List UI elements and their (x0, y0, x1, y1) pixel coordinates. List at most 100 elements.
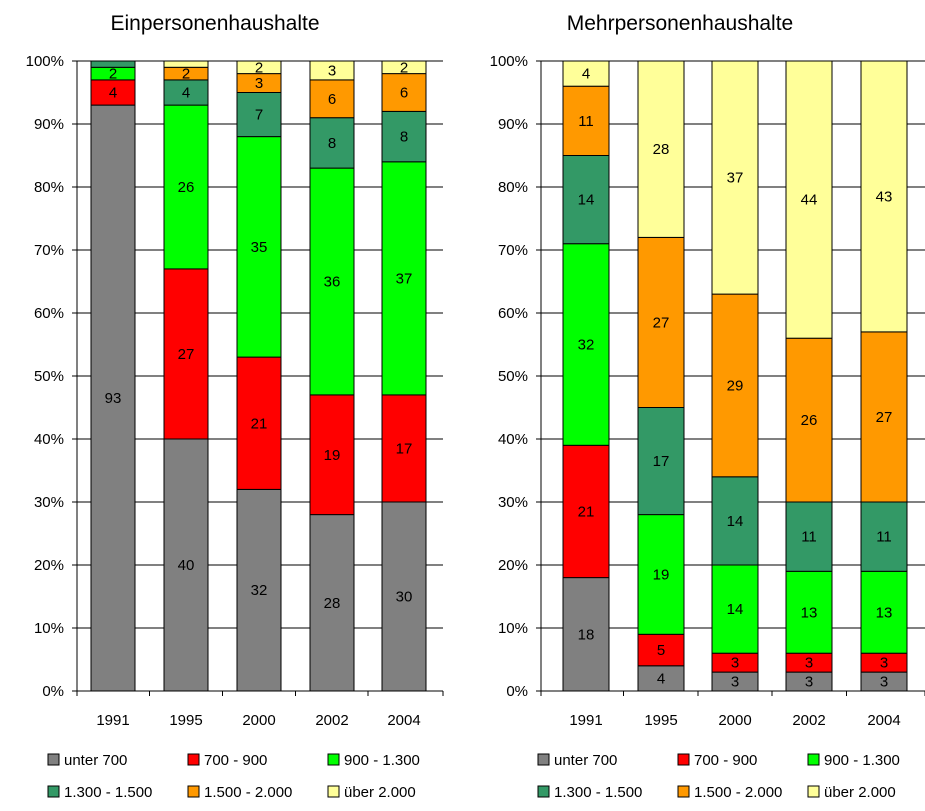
y-tick-label: 0% (42, 683, 64, 700)
bar-segment (381, 501, 427, 692)
bar-segment (90, 60, 136, 68)
data-label: 3 (731, 655, 739, 672)
legend-swatch (47, 753, 60, 766)
data-label: 19 (324, 447, 341, 464)
x-tick-label: 1991 (569, 712, 602, 729)
data-label: 3 (328, 62, 336, 79)
legend-label: über 2.000 (824, 784, 896, 801)
bar-segment (309, 79, 355, 119)
data-label: 4 (582, 66, 590, 83)
chart-title: Einpersonenhaushalte (111, 12, 320, 35)
y-tick-label: 20% (498, 557, 528, 574)
bar-segment (309, 60, 355, 81)
bar-segment (163, 60, 209, 68)
bar-segment (637, 60, 685, 238)
x-tick-label: 2004 (867, 712, 900, 729)
data-label: 3 (880, 655, 888, 672)
legend: unter 700 700 - 900 900 - 1.300 1.300 - 1.5… (47, 752, 420, 801)
data-label: 37 (727, 170, 744, 187)
data-label: 17 (653, 453, 670, 470)
data-label: 2 (400, 59, 408, 76)
data-label: 43 (876, 188, 893, 205)
data-label: 2 (182, 66, 190, 83)
legend-label: 700 - 900 (694, 752, 757, 769)
y-tick-label: 30% (498, 494, 528, 511)
y-tick-label: 10% (34, 620, 64, 637)
data-label: 18 (578, 626, 595, 643)
legend-swatch (187, 785, 200, 798)
y-tick-label: 0% (506, 683, 528, 700)
legend-swatch (327, 753, 340, 766)
data-label: 93 (105, 390, 122, 407)
data-label: 30 (396, 589, 413, 606)
data-label: 36 (324, 274, 341, 291)
data-label: 26 (178, 179, 195, 196)
data-label: 3 (805, 655, 813, 672)
bar-segment (163, 79, 209, 106)
data-label: 19 (653, 566, 670, 583)
y-tick-label: 90% (34, 116, 64, 133)
bar-segment (562, 85, 610, 156)
x-tick-label: 2004 (387, 712, 420, 729)
y-tick-label: 80% (34, 179, 64, 196)
data-label: 11 (578, 113, 594, 130)
y-tick-label: 60% (34, 305, 64, 322)
legend-label: über 2.000 (344, 784, 416, 801)
data-label: 35 (251, 239, 268, 256)
data-label: 44 (801, 192, 818, 209)
bar-segment (381, 73, 427, 112)
legend-label: 1.300 - 1.500 (554, 784, 642, 801)
data-label: 26 (801, 412, 818, 429)
x-tick-label: 2000 (242, 712, 275, 729)
bar-segment (381, 110, 427, 163)
bar-segment (381, 394, 427, 503)
legend-swatch (327, 785, 340, 798)
data-label: 2 (109, 66, 117, 83)
data-label: 14 (727, 513, 744, 530)
bar-segment (90, 104, 136, 692)
legend-swatch (807, 753, 820, 766)
legend-label: 900 - 1.300 (824, 752, 900, 769)
bar-segment (637, 236, 685, 408)
data-label: 4 (182, 85, 190, 102)
data-label: 6 (328, 91, 336, 108)
bar-segment (711, 476, 759, 566)
data-label: 29 (727, 377, 744, 394)
legend-label: 1.500 - 2.000 (694, 784, 782, 801)
bar-segment (562, 60, 610, 87)
data-label: 4 (657, 670, 665, 687)
bar-segment (711, 564, 759, 654)
x-tick-label: 2000 (718, 712, 751, 729)
bar-segment (90, 79, 136, 106)
data-label: 11 (801, 529, 817, 546)
bar-segment (562, 243, 610, 446)
legend-swatch (47, 785, 60, 798)
bar-segment (163, 438, 209, 692)
bar-segment (562, 444, 610, 579)
data-label: 32 (578, 337, 595, 354)
bar-segment (711, 60, 759, 295)
data-label: 11 (876, 529, 892, 546)
y-tick-label: 50% (34, 368, 64, 385)
legend-label: 900 - 1.300 (344, 752, 420, 769)
bar-segment (860, 60, 908, 333)
x-tick-label: 1995 (169, 712, 202, 729)
legend-swatch (677, 753, 690, 766)
chart-einpersonenhaushalte: Einpersonenhaushalte 0% 10% 20% 30% 40% 50% 60%… (26, 12, 444, 801)
chart-mehrpersonenhaushalte: Mehrpersonenhaushalte 0% 10% 20% 30% 40% 50% 60… (490, 12, 925, 801)
y-tick-label: 60% (498, 305, 528, 322)
data-label: 3 (880, 674, 888, 691)
bar-segment (163, 104, 209, 270)
legend-swatch (537, 785, 550, 798)
data-label: 5 (657, 642, 665, 659)
data-label: 28 (324, 595, 341, 612)
bar-segment (785, 337, 833, 503)
data-label: 8 (400, 129, 408, 146)
y-tick-label: 40% (34, 431, 64, 448)
legend-swatch (187, 753, 200, 766)
legend-label: unter 700 (64, 752, 127, 769)
chart-title: Mehrpersonenhaushalte (567, 12, 794, 35)
data-label: 4 (109, 85, 117, 102)
bar-segment (562, 155, 610, 245)
data-label: 8 (328, 135, 336, 152)
